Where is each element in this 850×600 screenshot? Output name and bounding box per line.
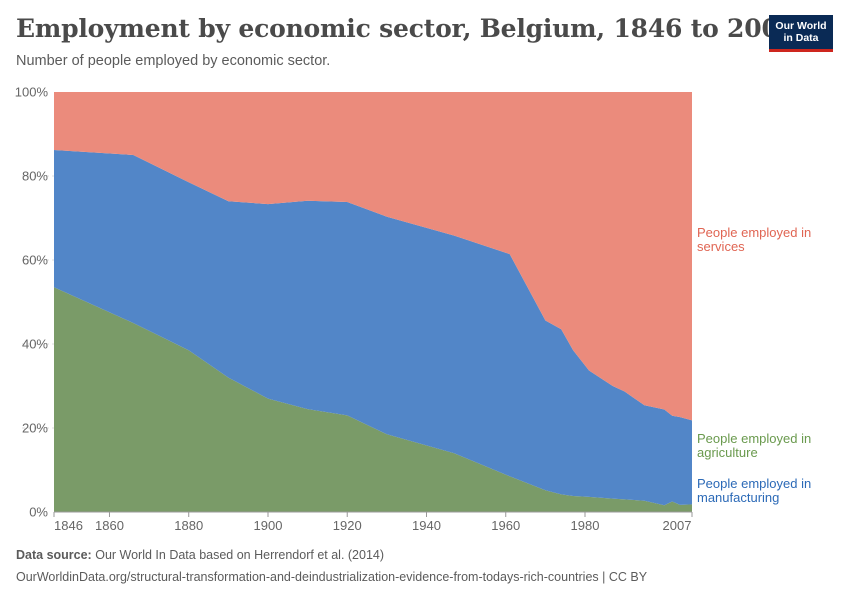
y-tick-label: 100%	[15, 85, 49, 100]
y-tick-label: 20%	[22, 421, 48, 436]
area-series-2[interactable]	[54, 92, 692, 421]
x-tick-label: 1940	[412, 518, 441, 533]
x-tick-label: 1880	[174, 518, 203, 533]
logo-line-1: Our World	[775, 20, 827, 32]
y-tick-label: 40%	[22, 337, 48, 352]
data-source-label: Data source:	[16, 548, 92, 562]
x-axis-ticks: 1846 1860 1880 1900 1920 1940 1960 1980 2007	[53, 511, 693, 533]
y-tick-label: 60%	[22, 253, 48, 268]
y-axis-ticks: 0% 20% 40% 60% 80% 100%	[15, 85, 49, 520]
series-legend: People employed in manufacturing People em…	[697, 225, 811, 505]
owid-logo[interactable]: Our World in Data	[769, 15, 833, 52]
data-source-note: Data source: Our World In Data based on …	[16, 548, 384, 562]
x-tick-label: 1960	[491, 518, 520, 533]
logo-line-2: in Data	[783, 32, 819, 44]
x-tick-label: 1846	[54, 518, 83, 533]
gridlines	[22, 175, 54, 429]
chart-title: Employment by economic sector, Belgium, …	[16, 14, 796, 43]
area-series-group	[54, 92, 692, 512]
x-tick-label: 1980	[571, 518, 600, 533]
legend-label-0[interactable]: People employed in agriculture	[697, 431, 811, 460]
x-tick-label: 1860	[95, 518, 124, 533]
area-series-1[interactable]	[54, 150, 692, 506]
y-tick-label: 0%	[29, 505, 48, 520]
legend-label-2[interactable]: People employed in services	[697, 225, 811, 254]
chart-subtitle: Number of people employed by economic se…	[16, 53, 331, 69]
x-tick-label: 1900	[254, 518, 283, 533]
x-tick-label: 2007	[663, 518, 692, 533]
source-url[interactable]: OurWorldinData.org/structural-transforma…	[16, 570, 648, 584]
y-tick-label: 80%	[22, 169, 48, 184]
x-tick-label: 1920	[333, 518, 362, 533]
data-source-text: Our World In Data based on Herrendorf et…	[95, 548, 385, 562]
legend-label-1[interactable]: People employed in manufacturing	[697, 476, 811, 505]
area-series-0[interactable]	[54, 287, 692, 512]
